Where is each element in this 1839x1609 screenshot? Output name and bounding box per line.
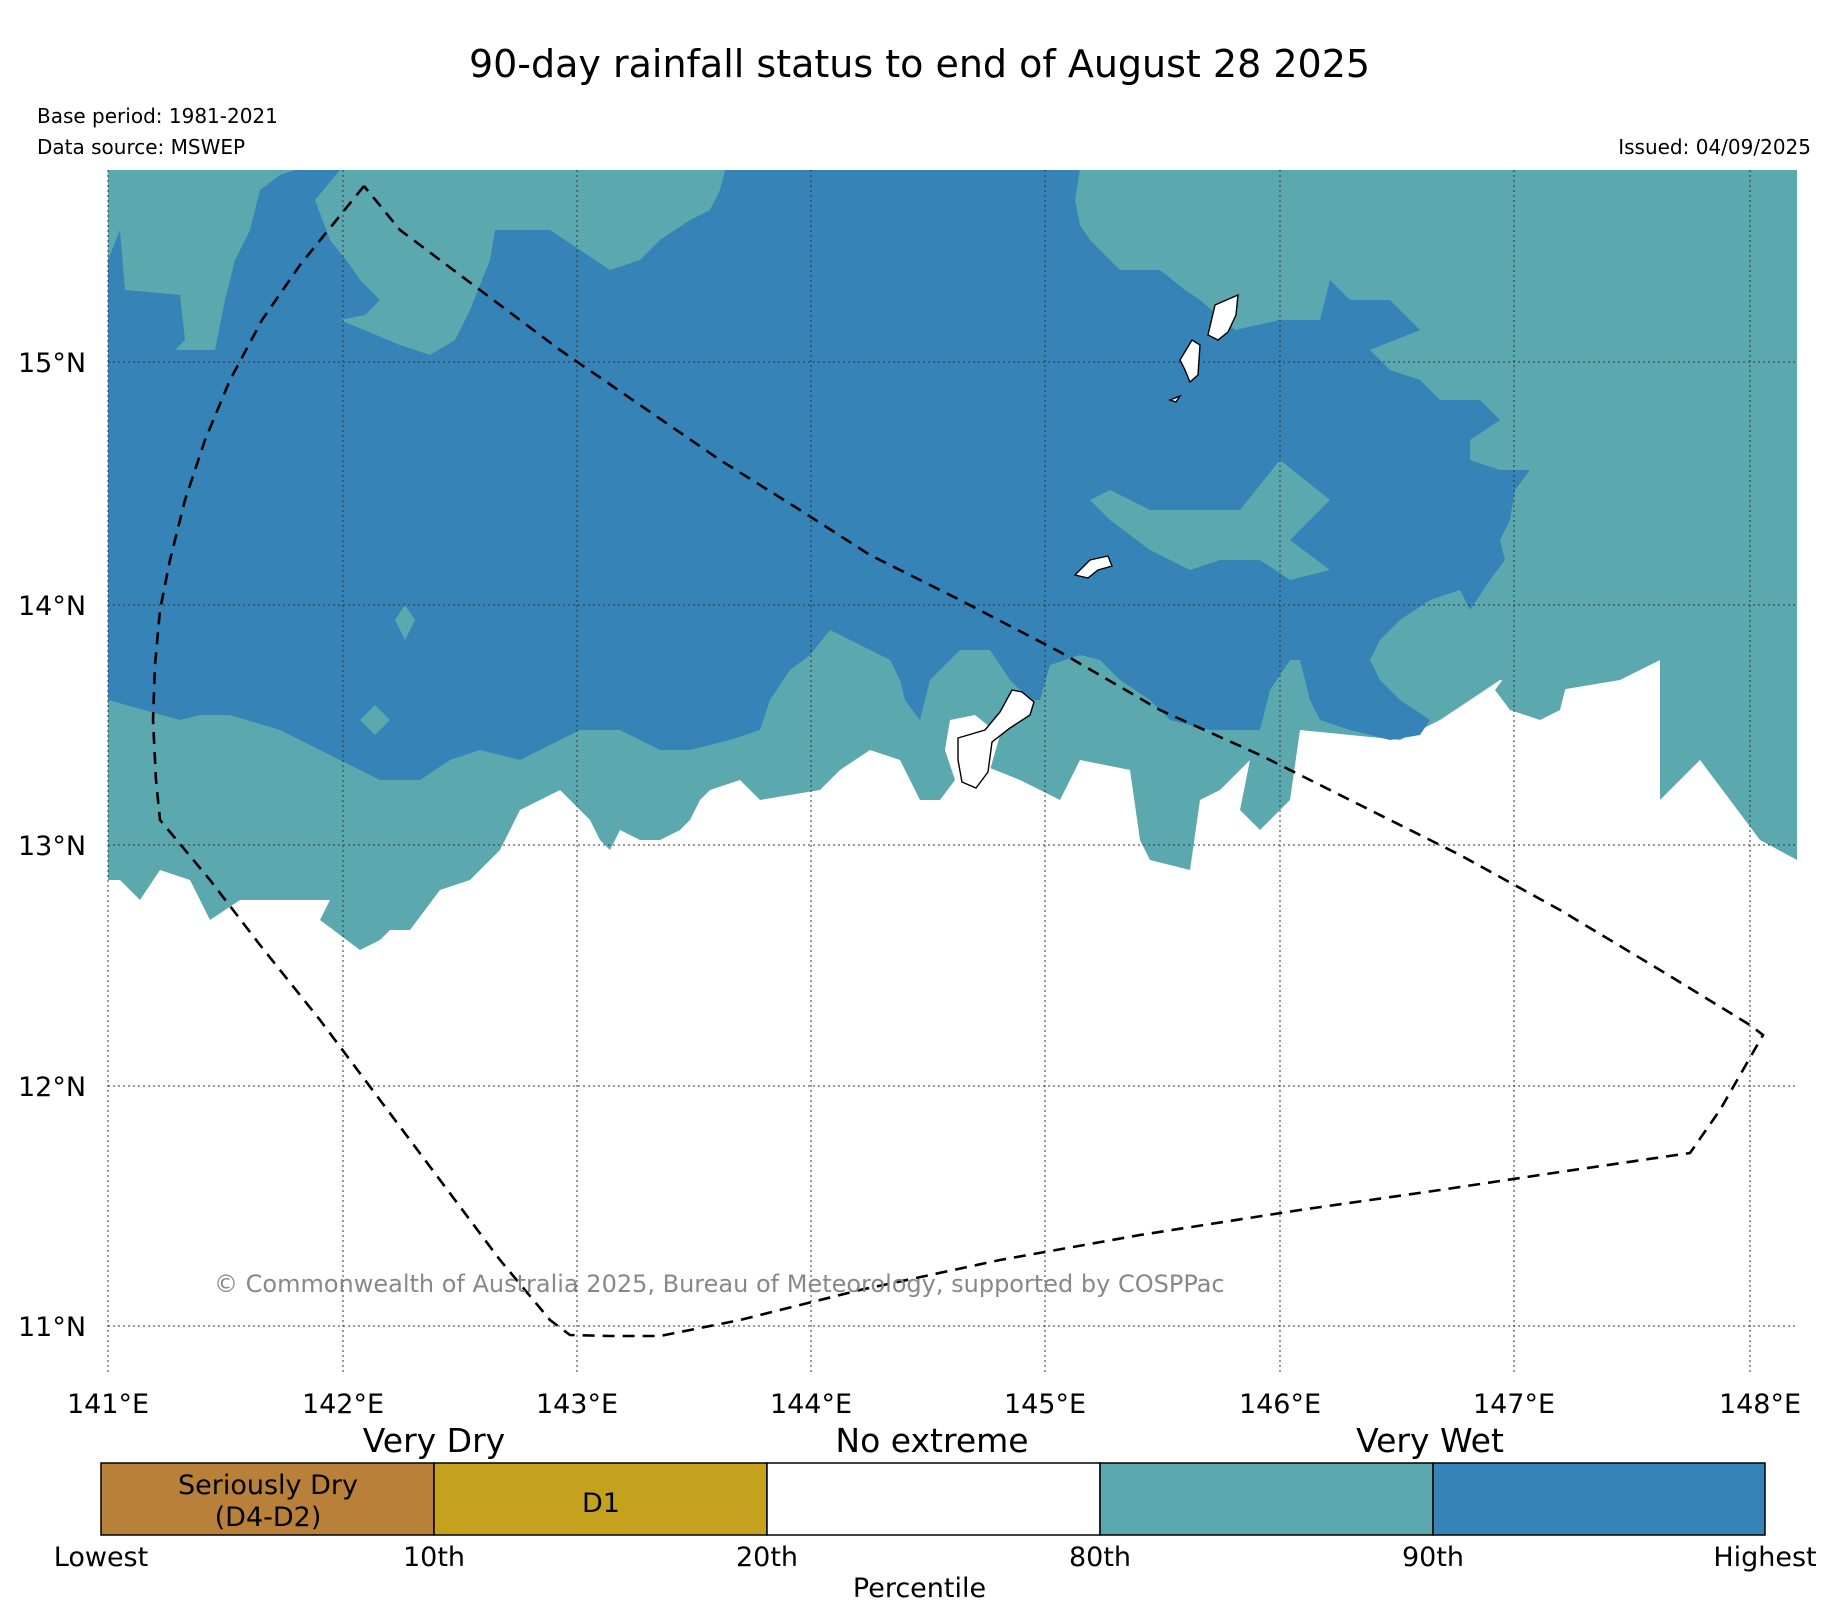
lon-label-143: 143°E — [536, 1389, 618, 1420]
legend-tick-20th: 20th — [736, 1542, 798, 1573]
lon-label-147: 147°E — [1473, 1389, 1555, 1420]
lat-label-13: 13°N — [18, 831, 86, 862]
island-saipan — [1207, 293, 1239, 341]
legend-seg-d1 — [433, 1462, 768, 1536]
lon-label-142: 142°E — [302, 1389, 384, 1420]
island-rota — [1073, 555, 1113, 579]
island-tinian — [1179, 339, 1201, 384]
lat-label-12: 12°N — [18, 1072, 86, 1103]
lon-label-145: 145°E — [1004, 1389, 1086, 1420]
island-outlines — [957, 293, 1239, 789]
legend-seg-no-extreme — [766, 1462, 1101, 1536]
legend-category-very-dry: Very Dry — [363, 1421, 505, 1460]
legend-seg-label-seriously-dry-2: (D4-D2) — [215, 1502, 322, 1533]
region-boundary — [151, 185, 1765, 1338]
longitude-labels: 141°E 142°E 143°E 144°E 145°E 146°E 147°… — [67, 1389, 1801, 1420]
issued-date: Issued: 04/09/2025 — [1618, 135, 1811, 159]
teal-patch-3 — [395, 605, 415, 640]
map-title: 90-day rainfall status to end of August … — [468, 42, 1371, 86]
teal-patch-4 — [360, 705, 390, 735]
legend-tick-10th: 10th — [403, 1542, 465, 1573]
copyright-note: © Commonwealth of Australia 2025, Bureau… — [214, 1270, 1225, 1298]
legend-seg-80-90 — [1099, 1462, 1434, 1536]
legend-tick-lowest: Lowest — [54, 1542, 148, 1573]
lat-label-11: 11°N — [18, 1312, 86, 1343]
lat-label-14: 14°N — [18, 591, 86, 622]
legend-ticks: Lowest 10th 20th 80th 90th Highest — [54, 1542, 1817, 1573]
legend-segment-labels: Seriously Dry (D4-D2) D1 — [178, 1470, 620, 1533]
island-guam — [957, 689, 1035, 789]
island-small — [1167, 394, 1182, 403]
legend-seg-label-seriously-dry: Seriously Dry — [178, 1470, 358, 1501]
lon-label-146: 146°E — [1239, 1389, 1321, 1420]
map-gridlines — [107, 170, 1797, 1372]
legend-seg-90-highest — [1432, 1462, 1766, 1536]
legend-category-very-wet: Very Wet — [1356, 1421, 1504, 1460]
legend-seg-seriously-dry — [100, 1462, 435, 1536]
lon-label-141: 141°E — [67, 1389, 149, 1420]
data-source-note: Data source: MSWEP — [37, 135, 246, 159]
teal-patch — [1090, 460, 1330, 580]
latitude-labels: 15°N 14°N 13°N 12°N 11°N — [18, 348, 86, 1343]
legend-tick-90th: 90th — [1402, 1542, 1464, 1573]
lon-label-148: 148°E — [1719, 1389, 1801, 1420]
teal-patch-2 — [1495, 650, 1570, 720]
legend-colorbar — [100, 1462, 1766, 1536]
legend-tick-80th: 80th — [1069, 1542, 1131, 1573]
legend-category-no-extreme: No extreme — [835, 1421, 1028, 1460]
very-wet-above-90-area — [108, 170, 1530, 780]
base-period-note: Base period: 1981-2021 — [37, 104, 278, 128]
rainfall-field — [108, 170, 1797, 950]
legend-categories: Very Dry No extreme Very Wet — [363, 1421, 1504, 1460]
legend-seg-label-d1: D1 — [582, 1488, 620, 1519]
lat-label-15: 15°N — [18, 348, 86, 379]
legend-tick-highest: Highest — [1713, 1542, 1816, 1573]
lon-label-144: 144°E — [770, 1389, 852, 1420]
legend-axis-title: Percentile — [852, 1573, 987, 1604]
